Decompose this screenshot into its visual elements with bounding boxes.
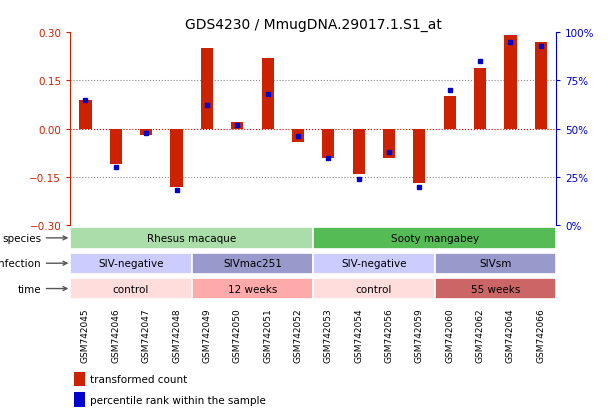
Bar [505,36,516,129]
Bar [74,392,85,407]
Bar [70,278,192,299]
Text: GSM742050: GSM742050 [233,307,242,362]
Text: control: control [113,284,149,294]
Bar [322,129,334,158]
Text: GSM742048: GSM742048 [172,307,181,362]
Text: GSM742049: GSM742049 [202,307,211,362]
Bar [413,129,425,184]
Bar [383,129,395,158]
Bar [170,129,183,187]
Bar [313,253,434,274]
Bar [292,129,304,142]
Bar [231,123,243,129]
Text: Rhesus macaque: Rhesus macaque [147,233,236,243]
Bar [201,49,213,129]
Bar [262,59,274,129]
Bar [79,100,92,129]
Text: GSM742060: GSM742060 [445,307,454,362]
Text: GSM742046: GSM742046 [111,307,120,362]
Bar [140,129,152,136]
Bar [70,253,192,274]
Bar [535,43,547,129]
Text: SIVsm: SIVsm [479,259,511,268]
Title: GDS4230 / MmugDNA.29017.1.S1_at: GDS4230 / MmugDNA.29017.1.S1_at [185,18,442,32]
Text: 12 weeks: 12 weeks [228,284,277,294]
Text: SIV-negative: SIV-negative [98,259,164,268]
Text: transformed count: transformed count [90,374,188,384]
Text: species: species [2,233,41,243]
Bar [313,278,434,299]
Text: GSM742054: GSM742054 [354,307,363,362]
Bar [434,278,556,299]
Text: GSM742059: GSM742059 [415,307,424,362]
Text: SIVmac251: SIVmac251 [223,259,282,268]
Text: 55 weeks: 55 weeks [470,284,520,294]
Text: GSM742056: GSM742056 [384,307,393,362]
Bar [474,69,486,129]
Bar [74,372,85,386]
Text: percentile rank within the sample: percentile rank within the sample [90,395,266,405]
Text: infection: infection [0,259,41,268]
Text: control: control [356,284,392,294]
Text: Sooty mangabey: Sooty mangabey [390,233,478,243]
Bar [353,129,365,174]
Bar [434,253,556,274]
Text: GSM742045: GSM742045 [81,307,90,362]
Bar [70,228,313,249]
Bar [313,228,556,249]
Text: time: time [18,284,41,294]
Text: GSM742053: GSM742053 [324,307,333,362]
Text: GSM742064: GSM742064 [506,307,515,362]
Bar [444,97,456,129]
Text: GSM742062: GSM742062 [475,307,485,362]
Text: GSM742047: GSM742047 [142,307,151,362]
Text: GSM742052: GSM742052 [293,307,302,362]
Bar [110,129,122,165]
Text: GSM742066: GSM742066 [536,307,546,362]
Bar [192,253,313,274]
Text: GSM742051: GSM742051 [263,307,272,362]
Text: SIV-negative: SIV-negative [341,259,406,268]
Bar [192,278,313,299]
